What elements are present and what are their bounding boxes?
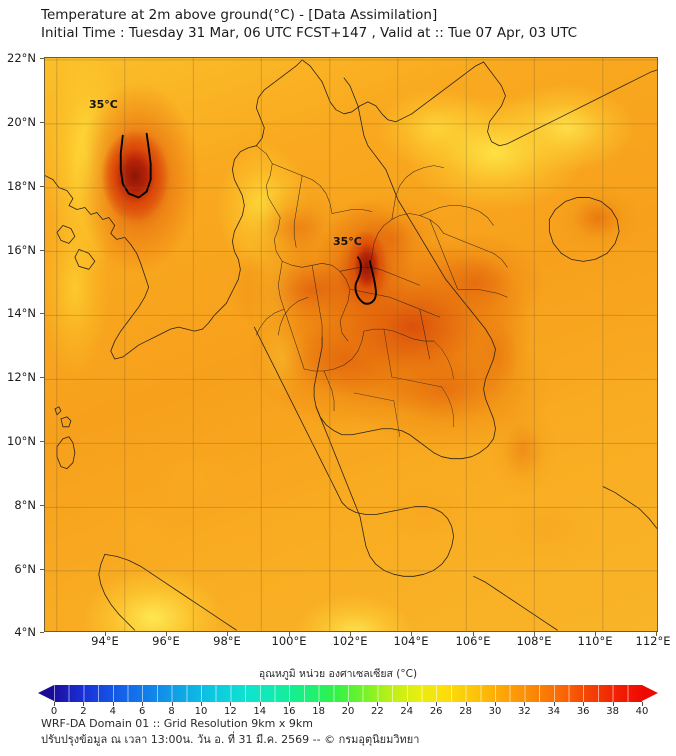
colorbar-label-32: 32 [518,706,531,717]
colorbar-tickmark-38 [612,702,614,706]
x-tickmark-98e [227,632,228,636]
y-tick-20n: 20°N [7,115,36,129]
colorbar-label-18: 18 [312,706,325,717]
colorbar-label-26: 26 [429,706,443,717]
y-tick-18n: 18°N [7,179,36,193]
colorbar-label-0: 0 [50,706,58,717]
colorbar-label-36: 36 [576,706,590,717]
y-tickmark-16n [40,250,44,251]
colorbar-label-28: 28 [459,706,472,717]
colorbar-label-6: 6 [139,706,146,717]
x-tick-112e: 112°E [635,634,671,648]
colorbar-label-16: 16 [282,706,296,717]
x-tickmark-110e [595,632,596,636]
colorbar-tickmark-2 [83,702,85,706]
colorbar-tickmark-8 [171,702,173,706]
colorbar-label-20: 20 [341,706,355,717]
colorbar-tickmark-30 [495,702,496,706]
y-tick-8n: 8°N [14,498,36,512]
colorbar-label-40: 40 [635,706,649,717]
x-tickmark-100e [289,632,290,636]
colorbar-tickmark-40 [642,702,643,706]
colorbar-tickmark-36 [583,702,585,706]
chart-title-block: Temperature at 2m above ground(°C) - [Da… [41,6,661,42]
y-tickmark-18n [40,186,44,187]
colorbar-label-38: 38 [606,706,619,717]
colorbar-tickmark-14 [259,702,261,706]
x-tickmark-106e [473,632,474,636]
colorbar-label-12: 12 [224,706,237,717]
colorbar-tickmark-24 [406,702,408,706]
colorbar-label-22: 22 [371,706,384,717]
colorbar-discrete-levels [54,685,642,702]
colorbar-over-arrow [642,685,658,701]
colorbar-tickmark-32 [524,702,526,706]
x-tick-106e: 106°E [455,634,491,648]
colorbar-label-24: 24 [400,706,414,717]
y-tick-14n: 14°N [7,306,36,320]
y-tickmark-6n [40,569,44,570]
colorbar-tickmark-22 [377,702,379,706]
colorbar-tickmark-16 [289,702,291,706]
x-tickmark-94e [105,632,106,636]
colorbar-label-8: 8 [168,706,175,717]
x-tickmark-108e [534,632,535,636]
colorbar-tickmark-18 [318,702,320,706]
x-tickmark-102e [350,632,351,636]
y-axis-latitude: 22°N 20°N 18°N 16°N 14°N 12°N 10°N 8°N 6… [0,0,44,756]
colorbar[interactable]: 0 2 4 6 8 10 12 14 16 18 20 22 24 26 28 … [38,685,658,717]
x-tickmark-104e [411,632,412,636]
x-tick-96e: 96°E [152,634,180,648]
y-tick-6n: 6°N [14,562,36,576]
y-tickmark-22n [40,58,44,59]
colorbar-tickmark-0 [54,702,55,706]
colorbar-tickmark-26 [436,702,438,706]
chart-title-line2: Initial Time : Tuesday 31 Mar, 06 UTC FC… [41,25,578,41]
colorbar-label-34: 34 [547,706,561,717]
contour-label-35c-northwest: 35°C [89,98,118,111]
x-tick-108e: 108°E [516,634,552,648]
x-tickmark-112e [656,632,657,636]
colorbar-label-30: 30 [488,706,502,717]
y-tickmark-10n [40,441,44,442]
colorbar-title: อุณหภูมิ หน่วย องศาเซลเซียส (°C) [258,668,418,680]
x-tick-102e: 102°E [332,634,368,648]
chart-title-line1: Temperature at 2m above ground(°C) - [Da… [41,7,438,23]
footer-update-info: ปรับปรุงข้อมูล ณ เวลา 13:00น. วัน อ. ที่… [41,733,420,746]
colorbar-label-10: 10 [194,706,208,717]
x-tick-94e: 94°E [91,634,119,648]
y-tick-16n: 16°N [7,243,36,257]
footer-credits: WRF-DA Domain 01 :: Grid Resolution 9km … [41,716,661,748]
colorbar-tickmark-28 [465,702,467,706]
colorbar-tickmark-10 [201,702,202,706]
y-tickmark-8n [40,505,44,506]
colorbar-label-14: 14 [253,706,267,717]
colorbar-tickmark-20 [348,702,349,706]
y-tickmark-14n [40,313,44,314]
colorbar-label-2: 2 [80,706,87,717]
colorbar-under-arrow [38,685,54,701]
x-tick-100e: 100°E [271,634,307,648]
x-tick-110e: 110°E [577,634,613,648]
y-tick-12n: 12°N [7,370,36,384]
x-tick-104e: 104°E [393,634,429,648]
y-tick-4n: 4°N [14,625,36,639]
colorbar-label-4: 4 [109,706,116,717]
colorbar-tickmark-6 [142,702,144,706]
x-tickmark-96e [166,632,167,636]
y-tickmark-20n [40,122,44,123]
colorbar-tickmark-12 [230,702,232,706]
y-tick-10n: 10°N [7,434,36,448]
contour-label-35c-central: 35°C [333,235,362,248]
x-tick-98e: 98°E [213,634,241,648]
y-tick-22n: 22°N [7,51,36,65]
colorbar-tickmark-34 [553,702,555,706]
colorbar-tickmark-4 [112,702,114,706]
footer-model-info: WRF-DA Domain 01 :: Grid Resolution 9km … [41,717,313,730]
y-tickmark-4n [40,632,44,633]
y-tickmark-12n [40,377,44,378]
